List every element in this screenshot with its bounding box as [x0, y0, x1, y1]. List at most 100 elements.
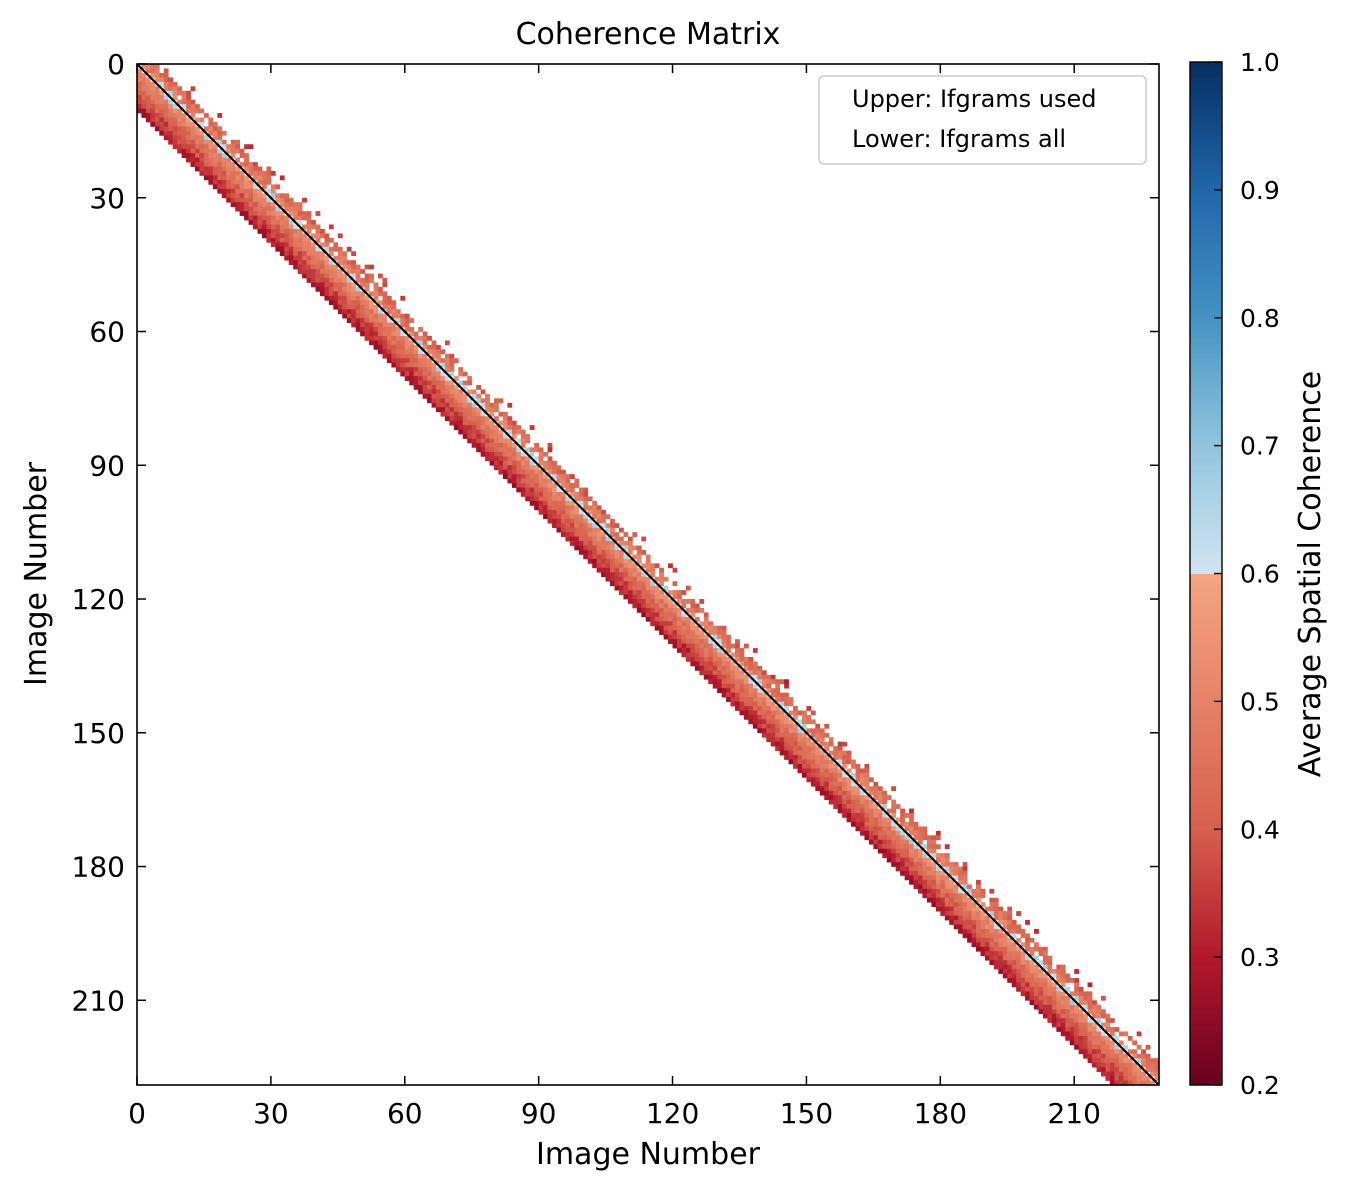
matrix-cell — [730, 701, 736, 707]
matrix-cell — [641, 549, 647, 555]
matrix-cell — [386, 331, 392, 337]
colorbar-segment — [1190, 916, 1222, 922]
colorbar-segment — [1190, 977, 1222, 984]
matrix-cell — [654, 585, 660, 591]
matrix-cell — [824, 786, 830, 792]
matrix-cell — [935, 835, 941, 841]
matrix-cell — [672, 621, 678, 627]
matrix-cell — [163, 81, 169, 87]
matrix-cell — [815, 759, 821, 765]
matrix-cell — [199, 171, 205, 176]
matrix-cell — [989, 911, 995, 916]
matrix-cell — [998, 928, 1004, 934]
matrix-cell — [391, 322, 397, 328]
matrix-cell — [239, 197, 245, 203]
matrix-cell — [311, 273, 316, 279]
matrix-cell — [253, 166, 258, 172]
matrix-cell — [650, 585, 656, 591]
matrix-cell — [502, 425, 508, 430]
matrix-cell — [677, 648, 682, 653]
matrix-cell — [1074, 1035, 1080, 1041]
matrix-cell — [958, 875, 963, 881]
matrix-cell — [217, 148, 223, 154]
matrix-cell — [386, 300, 392, 306]
matrix-cell — [569, 474, 575, 479]
matrix-cell — [543, 487, 548, 493]
matrix-cell — [605, 527, 611, 533]
matrix-cell — [632, 554, 638, 560]
matrix-cell — [650, 563, 656, 569]
matrix-cell — [645, 567, 651, 573]
matrix-cell — [918, 853, 923, 858]
matrix-cell — [873, 804, 879, 809]
matrix-cell — [806, 777, 812, 783]
matrix-cell — [913, 862, 919, 867]
matrix-cell — [757, 697, 763, 702]
matrix-cell — [1025, 982, 1030, 988]
matrix-cell — [810, 772, 816, 778]
matrix-cell — [605, 563, 611, 569]
matrix-cell — [846, 808, 852, 814]
matrix-cell — [449, 416, 455, 422]
matrix-cell — [1034, 955, 1039, 961]
matrix-cell — [770, 714, 776, 720]
matrix-cell — [235, 202, 240, 208]
matrix-cell — [288, 211, 294, 216]
matrix-cell — [801, 768, 807, 774]
matrix-cell — [507, 465, 513, 471]
matrix-cell — [766, 683, 772, 689]
matrix-cell — [748, 692, 754, 698]
matrix-cell — [212, 157, 218, 163]
matrix-cell — [556, 514, 562, 520]
matrix-cell — [1029, 978, 1035, 983]
matrix-cell — [449, 389, 455, 395]
matrix-cell — [730, 661, 736, 667]
matrix-cell — [239, 162, 245, 167]
matrix-cell — [940, 884, 946, 890]
matrix-cell — [409, 340, 415, 346]
matrix-cell — [766, 706, 772, 711]
matrix-cell — [1100, 1044, 1106, 1050]
matrix-cell — [583, 496, 589, 502]
matrix-cell — [453, 416, 459, 422]
matrix-cell — [864, 772, 870, 778]
matrix-cell — [815, 772, 821, 778]
colorbar-segment — [1190, 108, 1222, 114]
matrix-cell — [239, 171, 245, 176]
matrix-cell — [784, 737, 789, 743]
colorbar-segment — [1190, 614, 1222, 621]
matrix-cell — [935, 897, 941, 903]
matrix-cell — [918, 862, 923, 867]
matrix-cell — [1100, 1062, 1106, 1068]
matrix-cell — [391, 313, 397, 319]
matrix-cell — [471, 420, 477, 426]
matrix-cell — [1038, 969, 1044, 974]
matrix-cell — [306, 224, 312, 230]
colorbar-segment — [1190, 491, 1222, 498]
matrix-cell — [177, 144, 182, 150]
matrix-cell — [904, 866, 910, 872]
matrix-cell — [382, 349, 388, 355]
matrix-cell — [337, 269, 343, 274]
matrix-cell — [775, 714, 780, 720]
matrix-cell — [993, 902, 999, 908]
matrix-cell — [967, 902, 972, 908]
matrix-cell — [261, 171, 267, 176]
matrix-cell — [868, 830, 874, 836]
matrix-cell — [324, 237, 330, 243]
matrix-cell — [391, 331, 397, 337]
matrix-cell — [427, 376, 432, 381]
colorbar-segment — [1190, 169, 1222, 176]
matrix-cell — [833, 790, 839, 796]
matrix-cell — [427, 371, 432, 377]
matrix-cell — [311, 260, 316, 265]
matrix-cell — [1029, 995, 1035, 1001]
colorbar-segment — [1190, 425, 1222, 431]
matrix-cell — [721, 661, 727, 667]
matrix-cell — [511, 447, 517, 453]
matrix-cell — [422, 367, 428, 372]
matrix-cell — [427, 349, 432, 355]
colorbar-segment — [1190, 1044, 1222, 1050]
matrix-cell — [931, 884, 937, 890]
matrix-cell — [984, 920, 990, 925]
